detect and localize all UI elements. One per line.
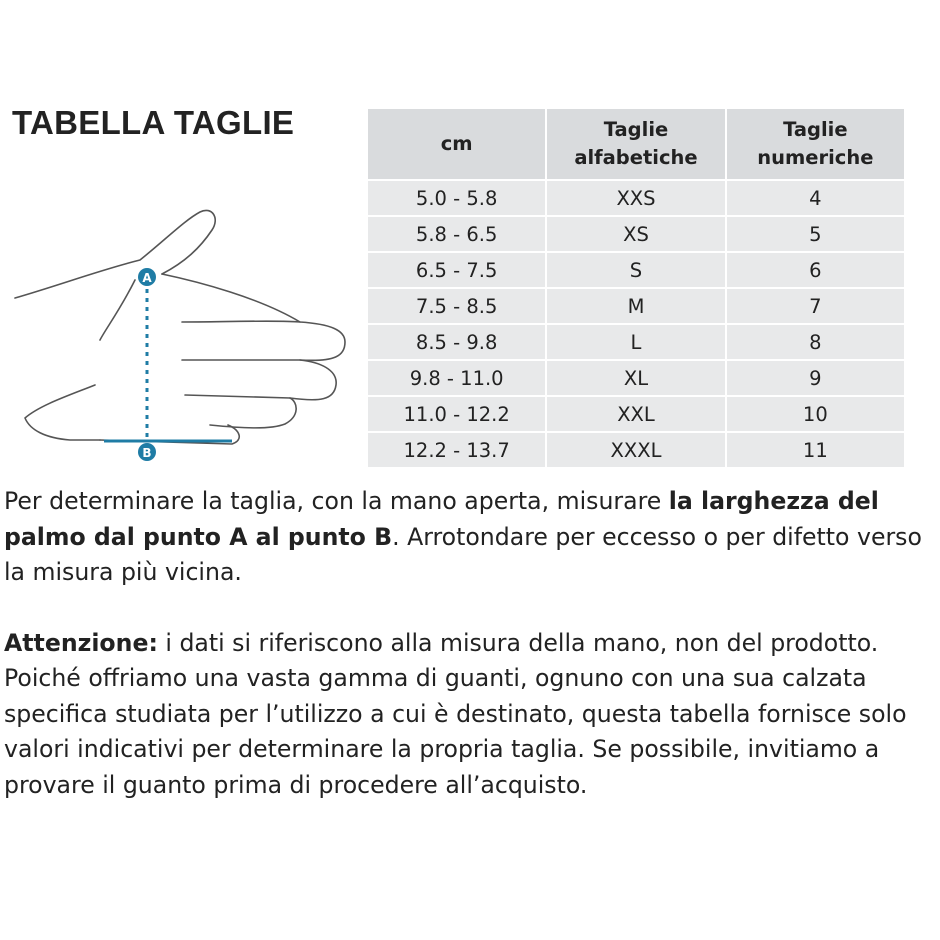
header-row: cm Taglie alfabetiche Taglie numeriche — [365, 107, 907, 181]
table-cell: 12.2 - 13.7 — [365, 431, 548, 469]
table-cell: 9 — [724, 359, 907, 397]
size-table: cm Taglie alfabetiche Taglie numeriche 5.0… — [365, 107, 907, 469]
table-cell: 8 — [724, 323, 907, 361]
table-cell: 6 — [724, 251, 907, 289]
point-a — [138, 268, 156, 286]
paragraph: Attenzione: i dati si riferiscono alla m… — [4, 626, 938, 804]
table-row: 5.8 - 6.5 XS 5 — [365, 215, 907, 253]
table-cell: 4 — [724, 179, 907, 217]
table-cell: XL — [545, 359, 727, 397]
title: TABELLA TAGLIE — [12, 104, 295, 141]
table-cell: 11.0 - 12.2 — [365, 395, 548, 433]
header-cell: Taglie numeriche — [724, 107, 907, 181]
table-cell: 9.8 - 11.0 — [365, 359, 548, 397]
table-row: 9.8 - 11.0 XL 9 — [365, 359, 907, 397]
table-cell: S — [545, 251, 727, 289]
table-cell: 5.8 - 6.5 — [365, 215, 548, 253]
table-row: 5.0 - 5.8 XXS 4 — [365, 179, 907, 217]
header-cell: Taglie alfabetiche — [545, 107, 727, 181]
table-cell: 10 — [724, 395, 907, 433]
table-cell: XS — [545, 215, 727, 253]
bold-text: Attenzione: — [4, 628, 158, 657]
point-a-label: A — [142, 271, 152, 285]
table-cell: 11 — [724, 431, 907, 469]
point-b-label: B — [142, 446, 151, 460]
hand-diagram: A B — [14, 209, 346, 461]
text: i dati si riferiscono alla misura della … — [4, 628, 907, 799]
table-body: 5.0 - 5.8 XXS 4 5.8 - 6.5 XS 5 6.5 - 7.5 S 6 7.5 … — [365, 179, 907, 469]
table-cell: 8.5 - 9.8 — [365, 323, 548, 361]
table-cell: L — [545, 323, 727, 361]
table-cell: 6.5 - 7.5 — [365, 251, 548, 289]
table-cell: 5.0 - 5.8 — [365, 179, 548, 217]
bold-text: la larghezza del palmo dal punto A al pu… — [4, 487, 879, 551]
table-row: 6.5 - 7.5 S 6 — [365, 251, 907, 289]
description: Per determinare la taglia, con la mano a… — [4, 484, 938, 838]
hand-outline — [14, 209, 346, 445]
header-cell: cm — [365, 107, 548, 181]
table-row: 11.0 - 12.2 XXL 10 — [365, 395, 907, 433]
table-row: 8.5 - 9.8 L 8 — [365, 323, 907, 361]
table-cell: 7.5 - 8.5 — [365, 287, 548, 325]
table-cell: M — [545, 287, 727, 325]
paragraph: Per determinare la taglia, con la mano a… — [4, 484, 938, 591]
text: Per determinare la taglia, con la mano a… — [4, 487, 669, 515]
table-cell: XXS — [545, 179, 727, 217]
table-cell: XXXL — [545, 431, 727, 469]
text: . Arrotondare per eccesso o per difetto … — [4, 522, 922, 587]
table-cell: 7 — [724, 287, 907, 325]
table-row: 12.2 - 13.7 XXXL 11 — [365, 431, 907, 469]
point-b — [138, 443, 156, 461]
table-cell: XXL — [545, 395, 727, 433]
table-cell: 5 — [724, 215, 907, 253]
table-row: 7.5 - 8.5 M 7 — [365, 287, 907, 325]
